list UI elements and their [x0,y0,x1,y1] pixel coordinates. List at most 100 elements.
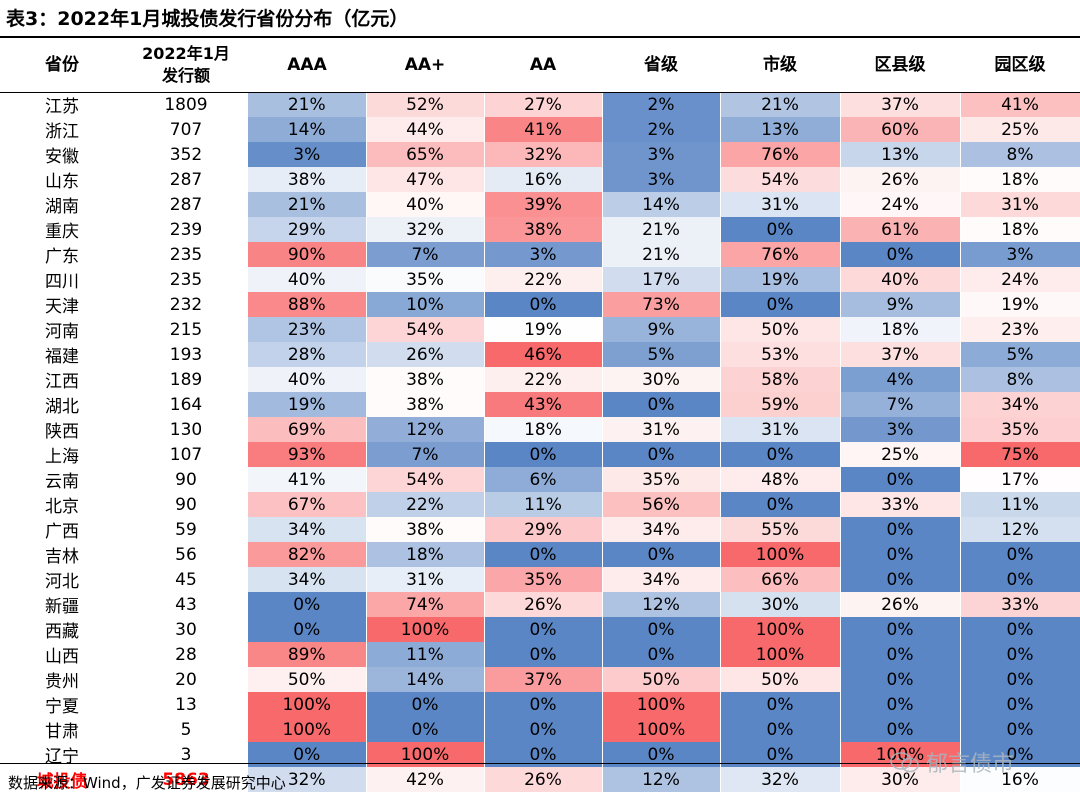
aa-share-cell: 0% [484,617,603,642]
amount-cell: 164 [169,394,203,415]
aa-plus-share-cell: 22% [366,492,485,517]
aa-share-cell: 0% [484,717,603,742]
header-rule [0,92,1080,93]
municipal-share-cell: 19% [720,267,841,292]
aa-share-cell: 37% [484,667,603,692]
table-row: 四川 235 40% 35% 22% 17% 19% 40% 24% [0,267,1080,292]
county-share-cell: 0% [840,467,961,492]
aaa-share-cell: 82% [248,542,367,567]
municipal-share-cell: 0% [720,492,841,517]
provincial-share-cell: 2% [602,92,721,117]
amount-cell: 287 [169,169,203,190]
municipal-share-cell: 13% [720,117,841,142]
amount-cell: 235 [169,269,203,290]
table-row: 上海 107 93% 7% 0% 0% 0% 25% 75% [0,442,1080,467]
county-share-cell: 0% [840,717,961,742]
amount-cell: 5863 [162,769,210,790]
municipal-share-cell: 0% [720,717,841,742]
park-share-cell: 12% [960,517,1080,542]
municipal-share-cell: 50% [720,667,841,692]
provincial-share-cell: 17% [602,267,721,292]
province-cell: 江苏 [45,97,79,117]
table-row: 陕西 130 69% 12% 18% 31% 31% 3% 35% [0,417,1080,442]
park-share-cell: 3% [960,242,1080,267]
amount-cell: 232 [169,294,203,315]
aa-share-cell: 27% [484,92,603,117]
provincial-share-cell: 0% [602,442,721,467]
amount-cell: 130 [169,419,203,440]
aa-share-cell: 46% [484,342,603,367]
table-row: 贵州 20 50% 14% 37% 50% 50% 0% 0% [0,667,1080,692]
aaa-share-cell: 21% [248,192,367,217]
table-body: 江苏 1809 21% 52% 27% 2% 21% 37% 41% 浙江 707 14% 44% 41%… [0,92,1080,792]
aa-plus-share-cell: 54% [366,467,485,492]
municipal-share-cell: 55% [720,517,841,542]
header-province: 省份 [45,55,79,75]
municipal-share-cell: 76% [720,242,841,267]
provincial-share-cell: 2% [602,117,721,142]
aa-plus-share-cell: 40% [366,192,485,217]
table-row: 广东 235 90% 7% 3% 21% 76% 0% 3% [0,242,1080,267]
province-cell: 重庆 [45,222,79,242]
amount-cell: 90 [175,469,197,490]
county-share-cell: 13% [840,142,961,167]
table-row: 重庆 239 29% 32% 38% 21% 0% 61% 18% [0,217,1080,242]
aa-share-cell: 6% [484,467,603,492]
table-row: 湖北 164 19% 38% 43% 0% 59% 7% 34% [0,392,1080,417]
provincial-share-cell: 0% [602,542,721,567]
province-cell: 城投债 [36,772,88,792]
province-cell: 宁夏 [45,697,79,717]
province-cell: 安徽 [45,147,79,167]
aaa-share-cell: 23% [248,317,367,342]
watermark: 郁言债市 [890,746,1014,778]
park-share-cell: 17% [960,467,1080,492]
aa-plus-share-cell: 54% [366,317,485,342]
source-note: 数据来源：Wind，广发证券发展研究中心 [8,774,286,792]
aa-share-cell: 29% [484,517,603,542]
amount-cell: 13 [175,694,197,715]
aa-plus-share-cell: 38% [366,392,485,417]
header-municipal: 市级 [763,55,797,75]
table-row: 山东 287 38% 47% 16% 3% 54% 26% 18% [0,167,1080,192]
header-amount-line1: 2022年1月 [142,44,230,63]
county-share-cell: 0% [840,667,961,692]
aa-plus-share-cell: 7% [366,442,485,467]
aa-share-cell: 32% [484,142,603,167]
table-row: 广西 59 34% 38% 29% 34% 55% 0% 12% [0,517,1080,542]
provincial-share-cell: 50% [602,667,721,692]
provincial-share-cell: 0% [602,642,721,667]
province-cell: 河北 [45,572,79,592]
table-row: 甘肃 5 100% 0% 0% 100% 0% 0% 0% [0,717,1080,742]
park-share-cell: 31% [960,192,1080,217]
table-row: 江苏 1809 21% 52% 27% 2% 21% 37% 41% [0,92,1080,117]
amount-cell: 3 [180,744,192,765]
municipal-share-cell: 100% [720,617,841,642]
park-share-cell: 0% [960,617,1080,642]
municipal-share-cell: 48% [720,467,841,492]
park-share-cell: 33% [960,592,1080,617]
amount-cell: 28 [175,644,197,665]
park-share-cell: 34% [960,392,1080,417]
aaa-share-cell: 40% [248,267,367,292]
aaa-share-cell: 89% [248,642,367,667]
park-share-cell: 5% [960,342,1080,367]
table-title: 表3：2022年1月城投债发行省份分布（亿元） [6,8,409,30]
aaa-share-cell: 29% [248,217,367,242]
county-share-cell: 40% [840,267,961,292]
county-share-cell: 0% [840,517,961,542]
province-cell: 浙江 [45,122,79,142]
aa-share-cell: 0% [484,642,603,667]
provincial-share-cell: 21% [602,242,721,267]
county-share-cell: 25% [840,442,961,467]
province-cell: 江西 [45,372,79,392]
park-share-cell: 0% [960,642,1080,667]
aaa-share-cell: 41% [248,467,367,492]
aa-plus-share-cell: 18% [366,542,485,567]
aaa-share-cell: 69% [248,417,367,442]
province-cell: 吉林 [45,547,79,567]
aa-plus-share-cell: 10% [366,292,485,317]
county-share-cell: 60% [840,117,961,142]
aa-plus-share-cell: 26% [366,342,485,367]
header-aa-plus: AA+ [404,55,446,75]
municipal-share-cell: 53% [720,342,841,367]
